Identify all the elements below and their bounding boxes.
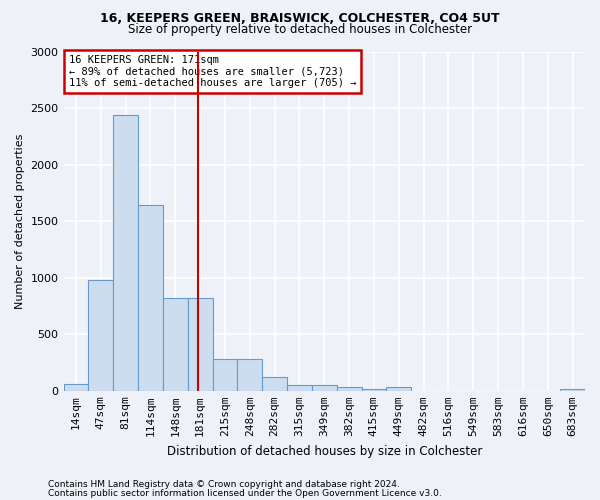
Bar [212,359,238,391]
Bar [138,206,163,391]
Text: Size of property relative to detached houses in Colchester: Size of property relative to detached ho… [128,22,472,36]
Bar [262,377,287,391]
Bar [188,298,212,391]
Bar [163,298,188,391]
Bar [287,384,312,391]
Text: Contains public sector information licensed under the Open Government Licence v3: Contains public sector information licen… [48,488,442,498]
Bar [64,384,88,391]
Text: 16 KEEPERS GREEN: 171sqm
← 89% of detached houses are smaller (5,723)
11% of sem: 16 KEEPERS GREEN: 171sqm ← 89% of detach… [69,55,356,88]
Bar [386,388,411,391]
Text: 16, KEEPERS GREEN, BRAISWICK, COLCHESTER, CO4 5UT: 16, KEEPERS GREEN, BRAISWICK, COLCHESTER… [100,12,500,26]
Y-axis label: Number of detached properties: Number of detached properties [15,134,25,309]
X-axis label: Distribution of detached houses by size in Colchester: Distribution of detached houses by size … [167,444,482,458]
Bar [337,387,362,391]
Bar [238,359,262,391]
Bar [362,388,386,391]
Text: Contains HM Land Registry data © Crown copyright and database right 2024.: Contains HM Land Registry data © Crown c… [48,480,400,489]
Bar [560,388,585,391]
Bar [312,384,337,391]
Bar [88,280,113,391]
Bar [113,115,138,391]
